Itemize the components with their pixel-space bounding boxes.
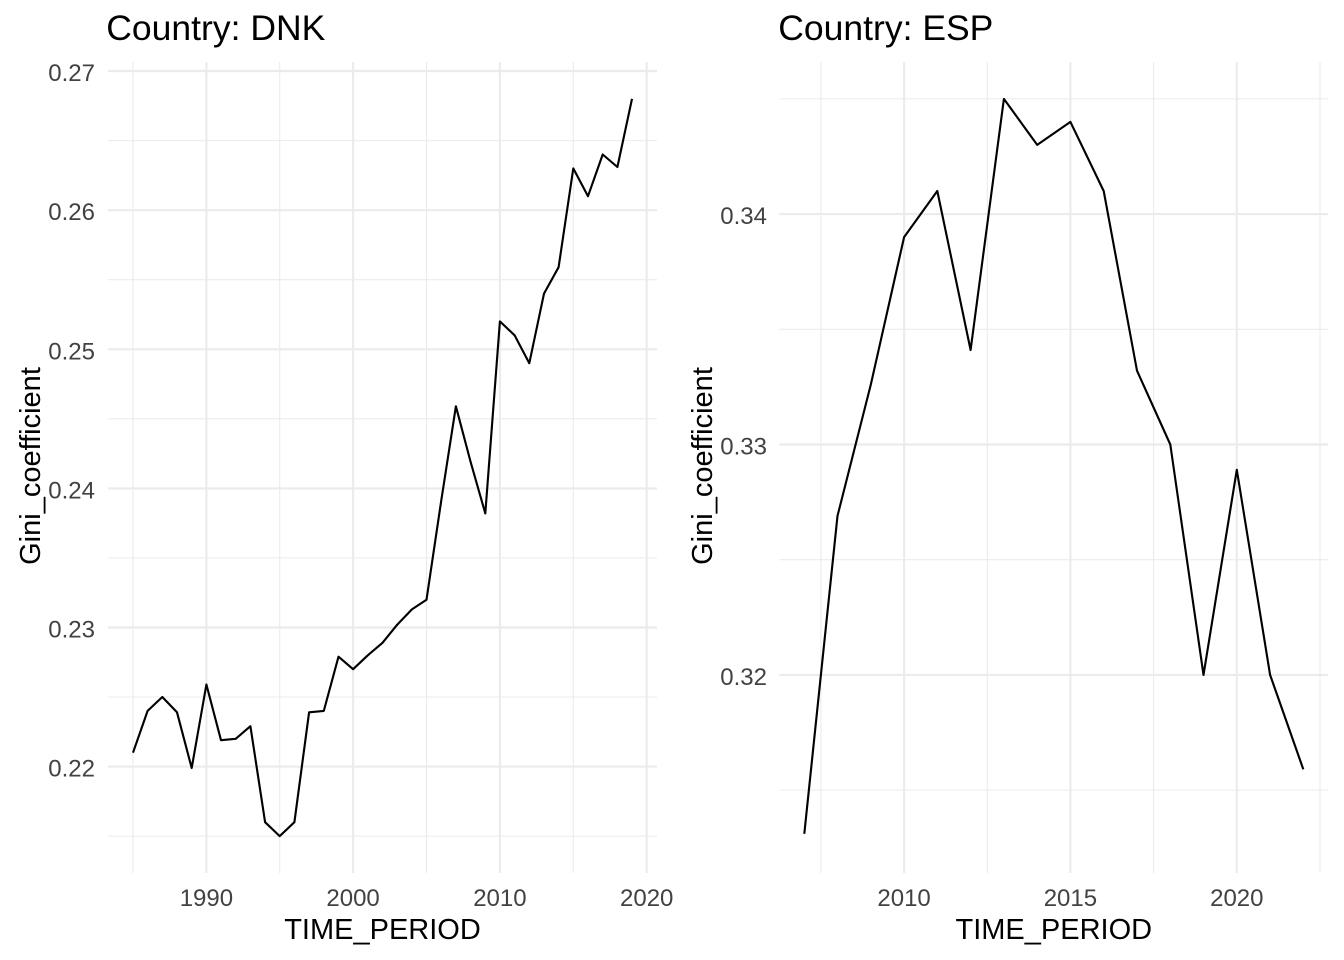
svg-text:0.32: 0.32 [720,664,767,691]
svg-text:2015: 2015 [1044,885,1097,912]
svg-text:2000: 2000 [326,885,379,912]
svg-text:0.22: 0.22 [48,756,95,783]
svg-text:0.25: 0.25 [48,338,95,365]
svg-text:2010: 2010 [877,885,930,912]
svg-text:Gini_coefficient: Gini_coefficient [687,367,719,565]
svg-text:TIME_PERIOD: TIME_PERIOD [284,914,481,946]
svg-text:0.24: 0.24 [48,477,95,504]
svg-text:2010: 2010 [473,885,526,912]
svg-text:0.34: 0.34 [720,203,767,230]
svg-text:0.26: 0.26 [48,199,95,226]
svg-text:0.23: 0.23 [48,617,95,644]
svg-text:1990: 1990 [180,885,233,912]
svg-text:2020: 2020 [620,885,673,912]
svg-text:0.27: 0.27 [48,60,95,87]
svg-text:0.33: 0.33 [720,434,767,461]
svg-text:Country: DNK: Country: DNK [106,8,325,48]
svg-text:2020: 2020 [1210,885,1263,912]
svg-text:Country: ESP: Country: ESP [778,8,993,48]
svg-text:Gini_coefficient: Gini_coefficient [15,367,47,565]
svg-text:TIME_PERIOD: TIME_PERIOD [956,914,1153,946]
